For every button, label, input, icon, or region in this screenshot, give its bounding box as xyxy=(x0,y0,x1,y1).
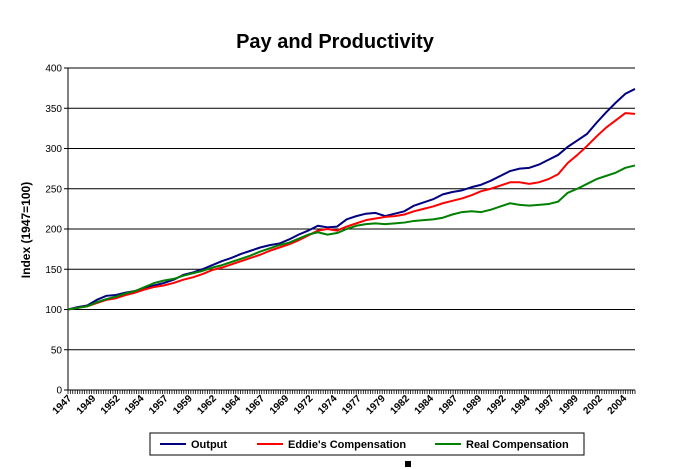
x-tick-label: 1952 xyxy=(99,393,123,417)
x-tick-label: 1949 xyxy=(75,393,99,417)
y-tick-label: 150 xyxy=(45,265,62,276)
marker-square xyxy=(405,461,411,467)
series-line-1 xyxy=(67,88,636,311)
y-tick-label: 50 xyxy=(51,345,63,356)
y-tick-label: 300 xyxy=(45,144,62,155)
y-tick-label: 0 xyxy=(56,386,62,397)
x-tick-label: 1972 xyxy=(292,393,316,417)
x-tick-label: 1997 xyxy=(533,393,557,417)
x-tick-label: 2004 xyxy=(606,393,630,417)
x-tick-label: 1977 xyxy=(340,393,364,417)
x-tick-label: 1959 xyxy=(171,393,195,417)
y-tick-label: 400 xyxy=(45,64,62,75)
y-tick-label: 200 xyxy=(45,225,62,236)
x-tick-label: 1947 xyxy=(51,393,75,417)
x-tick-label: 1957 xyxy=(147,393,171,417)
y-tick-label: 100 xyxy=(45,305,62,316)
series-line-2 xyxy=(67,112,636,311)
x-tick-label: 1954 xyxy=(123,393,147,417)
y-tick-label: 250 xyxy=(45,184,62,195)
x-tick-label: 1962 xyxy=(195,393,219,417)
x-tick-label: 1974 xyxy=(316,393,340,417)
x-tick-label: 2002 xyxy=(581,393,605,417)
y-axis-label: Index (1947=100) xyxy=(19,182,33,278)
y-tick-label: 350 xyxy=(45,104,62,115)
x-tick-label: 1969 xyxy=(268,393,292,417)
plot-area: 0 50 100 150 200 250 300 350 400 1947 1949 1952 1954… xyxy=(45,64,636,417)
legend-label: Real Compensation xyxy=(466,439,569,451)
x-tick-label: 1994 xyxy=(509,393,533,417)
x-tick-label: 1999 xyxy=(557,393,581,417)
x-tick-label: 1982 xyxy=(388,393,412,417)
x-tick-label: 1964 xyxy=(220,393,244,417)
x-tick-label: 1967 xyxy=(244,393,268,417)
x-tick-label: 1992 xyxy=(485,393,509,417)
series-line-3 xyxy=(67,164,636,311)
legend-box xyxy=(149,432,585,456)
x-tick-label: 1989 xyxy=(461,393,485,417)
chart-title: Pay and Productivity xyxy=(236,31,435,53)
x-tick-label: 1984 xyxy=(413,393,437,417)
legend-label: Output xyxy=(191,439,227,451)
legend-label: Eddie's Compensation xyxy=(288,439,406,451)
legend: Output Eddie's Compensation Real Compensat… xyxy=(149,432,585,456)
x-tick-label: 1987 xyxy=(437,393,461,417)
x-tick-label: 1979 xyxy=(364,393,388,417)
